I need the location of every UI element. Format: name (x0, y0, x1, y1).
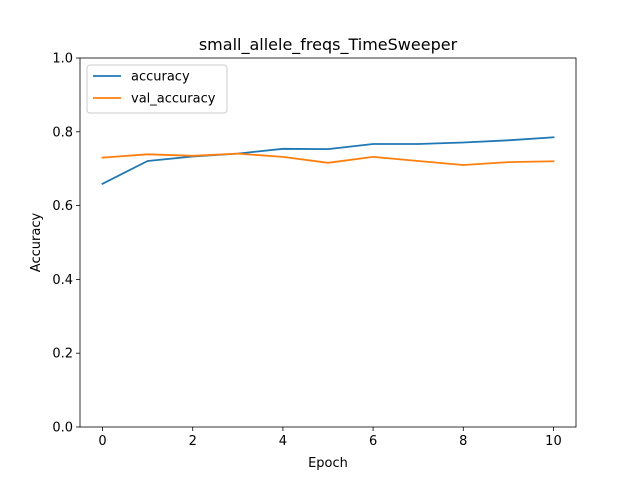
y-tick-label: 1.0 (52, 52, 73, 67)
x-tick-label: 2 (189, 434, 197, 449)
y-tick-label: 0.0 (52, 421, 73, 436)
x-tick-label: 6 (369, 434, 377, 449)
legend-box (86, 64, 228, 114)
y-tick-label: 0.8 (52, 125, 73, 140)
legend: accuracy val_accuracy (86, 64, 228, 114)
chart-title: small_allele_freqs_TimeSweeper (199, 35, 458, 55)
x-tick-label: 0 (98, 434, 106, 449)
y-tick-label: 0.4 (52, 273, 73, 288)
series-line-val-accuracy (101, 152, 555, 166)
legend-label-val-accuracy: val_accuracy (131, 92, 216, 107)
series-lines (101, 136, 555, 186)
plot-area (80, 58, 576, 427)
x-axis-label: Epoch (308, 456, 348, 471)
plot-frame (79, 57, 577, 428)
y-tick-label: 0.2 (52, 347, 73, 362)
y-tick-label: 0.6 (52, 199, 73, 214)
x-tick-label: 10 (545, 434, 562, 449)
series-line-accuracy (101, 136, 555, 186)
x-axis-ticks: 0 2 4 6 8 10 (98, 427, 562, 449)
y-axis-label: Accuracy (29, 213, 44, 273)
y-axis-ticks: 0.0 0.2 0.4 0.6 0.8 1.0 (52, 52, 80, 436)
x-tick-label: 4 (279, 434, 287, 449)
legend-label-accuracy: accuracy (131, 70, 190, 85)
x-tick-label: 8 (459, 434, 467, 449)
